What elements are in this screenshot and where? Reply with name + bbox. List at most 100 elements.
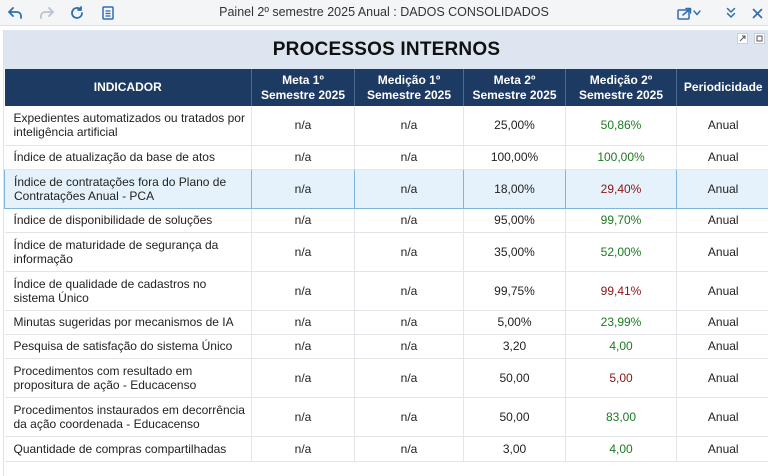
pages-icon[interactable] [98,3,118,23]
meta2-cell: 25,00% [463,106,566,146]
med1-cell: n/a [354,310,464,335]
indicator-cell: Índice de atualização da base de atos [4,145,252,170]
meta1-cell: n/a [251,436,355,462]
table-row[interactable]: Índice de contratações fora do Plano de … [4,168,768,209]
undo-icon[interactable] [5,3,25,23]
period-cell: Anual [676,271,768,311]
period-cell: Anual [676,208,768,233]
meta2-cell: 50,00 [463,358,566,398]
indicator-cell: Índice de disponibilidade de soluções [4,208,252,233]
period-cell: Anual [676,358,768,398]
period-cell: Anual [676,145,768,170]
table-row[interactable]: Índice de atualização da base de atos n/… [4,145,768,170]
table-body: Expedientes automatizados ou tratados po… [4,106,768,462]
table-row[interactable]: Procedimentos instaurados em decorrência… [4,397,768,437]
indicator-cell: Índice de maturidade de segurança da inf… [4,232,252,272]
table-row[interactable]: Pesquisa de satisfação do sistema Único … [4,334,768,359]
table-header-row: INDICADOR Meta 1º Semestre 2025 Medição … [4,69,768,106]
meta2-cell: 18,00% [463,168,566,209]
med1-cell: n/a [354,168,464,209]
med2-cell: 29,40% [565,168,677,209]
med2-cell: 99,70% [565,208,677,233]
redo-icon[interactable] [37,3,57,23]
meta2-cell: 50,00 [463,397,566,437]
table-row[interactable]: Procedimentos com resultado em propositu… [4,358,768,398]
table-row[interactable]: Expedientes automatizados ou tratados po… [4,106,768,146]
share-icon[interactable] [674,3,694,23]
period-cell: Anual [676,232,768,272]
med1-cell: n/a [354,145,464,170]
meta2-cell: 100,00% [463,145,566,170]
meta2-cell: 35,00% [463,232,566,272]
column-header-medicao-1[interactable]: Medição 1º Semestre 2025 [354,69,464,106]
top-toolbar: Painel 2º semestre 2025 Anual : DADOS CO… [0,0,768,26]
meta2-cell: 3,00 [463,436,566,462]
indicator-cell: Procedimentos instaurados em decorrência… [4,397,252,437]
table-row[interactable]: Minutas sugeridas por mecanismos de IA n… [4,310,768,335]
med1-cell: n/a [354,232,464,272]
column-header-indicador[interactable]: INDICADOR [4,69,252,106]
meta1-cell: n/a [251,232,355,272]
meta1-cell: n/a [251,208,355,233]
column-header-meta-1[interactable]: Meta 1º Semestre 2025 [251,69,355,106]
meta2-cell: 95,00% [463,208,566,233]
column-header-medicao-2[interactable]: Medição 2º Semestre 2025 [565,69,677,106]
med2-cell: 4,00 [565,436,677,462]
med2-cell: 83,00 [565,397,677,437]
table-row[interactable]: Quantidade de compras compartilhadas n/a… [4,436,768,462]
table-row[interactable]: Índice de qualidade de cadastros no sist… [4,271,768,311]
report-title-band: PROCESSOS INTERNOS [4,30,768,69]
close-icon[interactable] [747,3,767,23]
indicator-cell: Procedimentos com resultado em propositu… [4,358,252,398]
med2-cell: 52,00% [565,232,677,272]
meta2-cell: 3,20 [463,334,566,359]
indicators-table: INDICADOR Meta 1º Semestre 2025 Medição … [4,69,768,462]
meta2-cell: 5,00% [463,310,566,335]
meta1-cell: n/a [251,334,355,359]
period-cell: Anual [676,397,768,437]
med2-cell: 23,99% [565,310,677,335]
med2-cell: 50,86% [565,106,677,146]
period-cell: Anual [676,106,768,146]
indicator-cell: Minutas sugeridas por mecanismos de IA [4,310,252,335]
med2-cell: 5,00 [565,358,677,398]
refresh-icon[interactable] [67,3,87,23]
meta1-cell: n/a [251,168,355,209]
chevron-down-icon[interactable] [690,3,704,23]
med1-cell: n/a [354,106,464,146]
meta1-cell: n/a [251,145,355,170]
options-icon[interactable] [754,33,765,44]
indicator-cell: Índice de contratações fora do Plano de … [4,168,252,209]
period-cell: Anual [676,168,768,209]
indicator-cell: Pesquisa de satisfação do sistema Único [4,334,252,359]
med2-cell: 4,00 [565,334,677,359]
report-panel: PROCESSOS INTERNOS INDICADOR Meta 1º Sem… [3,30,768,476]
med1-cell: n/a [354,334,464,359]
med1-cell: n/a [354,271,464,311]
med1-cell: n/a [354,208,464,233]
indicator-cell: Índice de qualidade de cadastros no sist… [4,271,252,311]
period-cell: Anual [676,310,768,335]
collapse-icon[interactable] [721,3,741,23]
period-cell: Anual [676,334,768,359]
med2-cell: 99,41% [565,271,677,311]
period-cell: Anual [676,436,768,462]
meta2-cell: 99,75% [463,271,566,311]
meta1-cell: n/a [251,397,355,437]
indicator-cell: Quantidade de compras compartilhadas [4,436,252,462]
table-row[interactable]: Índice de maturidade de segurança da inf… [4,232,768,272]
meta1-cell: n/a [251,271,355,311]
meta1-cell: n/a [251,358,355,398]
med2-cell: 100,00% [565,145,677,170]
med1-cell: n/a [354,436,464,462]
expand-icon[interactable] [737,33,748,44]
meta1-cell: n/a [251,106,355,146]
report-title: PROCESSOS INTERNOS [272,39,501,60]
med1-cell: n/a [354,358,464,398]
column-header-periodicidade[interactable]: Periodicidade [676,69,768,106]
meta1-cell: n/a [251,310,355,335]
indicator-cell: Expedientes automatizados ou tratados po… [4,106,252,146]
column-header-meta-2[interactable]: Meta 2º Semestre 2025 [463,69,566,106]
med1-cell: n/a [354,397,464,437]
table-row[interactable]: Índice de disponibilidade de soluções n/… [4,208,768,233]
